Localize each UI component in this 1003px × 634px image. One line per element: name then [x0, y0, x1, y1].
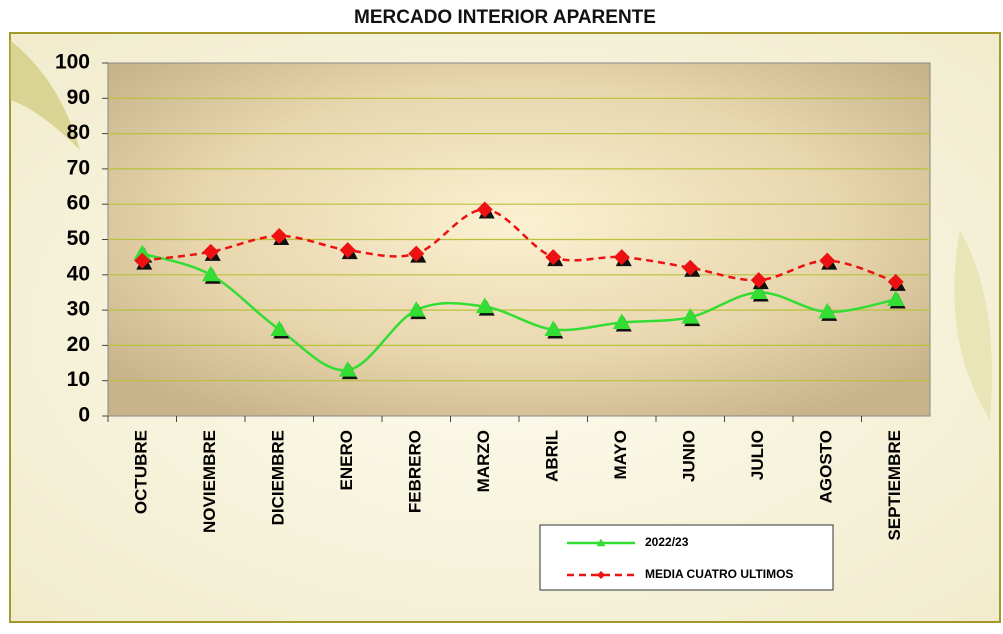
x-tick-label: NOVIEMBRE	[200, 430, 219, 533]
chart-title: MERCADO INTERIOR APARENTE	[354, 7, 656, 28]
x-tick-label: DICIEMBRE	[269, 430, 288, 525]
legend-label: MEDIA CUATRO ULTIMOS	[645, 567, 793, 581]
x-tick-label: JULIO	[748, 430, 767, 480]
x-tick-label: MAYO	[611, 430, 630, 479]
x-tick-label: SEPTIEMBRE	[885, 430, 904, 541]
x-tick-label: FEBRERO	[406, 430, 425, 513]
x-tick-label: ABRIL	[543, 430, 562, 482]
legend-label: 2022/23	[645, 535, 689, 549]
page: {"chart_data": {"type": "line", "title":…	[0, 0, 1003, 634]
y-tick-label: 40	[67, 262, 90, 285]
y-tick-label: 60	[67, 192, 90, 215]
y-tick-label: 100	[55, 51, 90, 74]
y-tick-label: 80	[67, 121, 90, 144]
y-tick-label: 30	[67, 298, 90, 321]
y-tick-label: 90	[67, 86, 90, 109]
x-tick-label: AGOSTO	[817, 430, 836, 503]
y-tick-label: 70	[67, 156, 90, 179]
y-tick-label: 50	[67, 227, 90, 250]
y-tick-label: 10	[67, 368, 90, 391]
x-tick-label: MARZO	[474, 430, 493, 492]
x-tick-label: ENERO	[337, 430, 356, 490]
y-tick-label: 0	[78, 404, 90, 427]
x-tick-label: JUNIO	[680, 430, 699, 482]
y-tick-label: 20	[67, 333, 90, 356]
x-tick-label: OCTUBRE	[132, 430, 151, 514]
chart: MERCADO INTERIOR APARENTE 0 10 20 30 40 50 60 7…	[0, 0, 1003, 629]
